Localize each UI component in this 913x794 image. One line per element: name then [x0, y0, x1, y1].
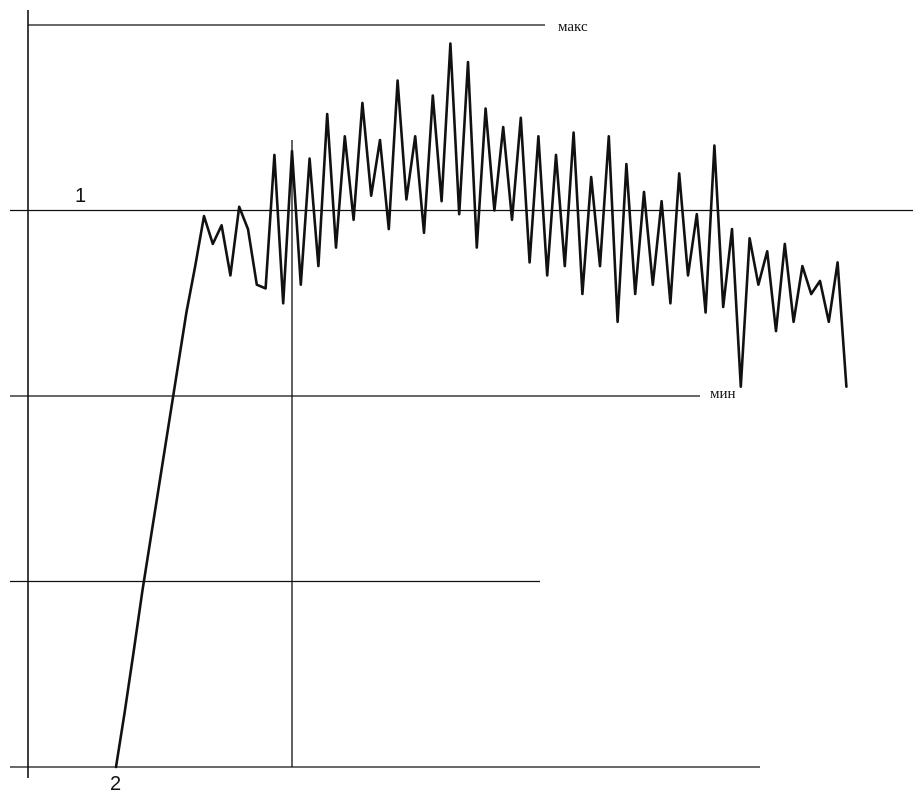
reference-labels: макс 1 мин	[75, 19, 736, 402]
marker-label-point-2: 2	[110, 773, 121, 794]
reference-label-min: мин	[710, 386, 736, 402]
marker-labels: 2	[110, 773, 121, 794]
reference-label-max: макс	[558, 19, 588, 35]
reference-lines	[10, 24, 913, 768]
series-line	[114, 42, 848, 769]
series-points	[116, 44, 847, 768]
reference-label-level-1: 1	[75, 185, 86, 207]
